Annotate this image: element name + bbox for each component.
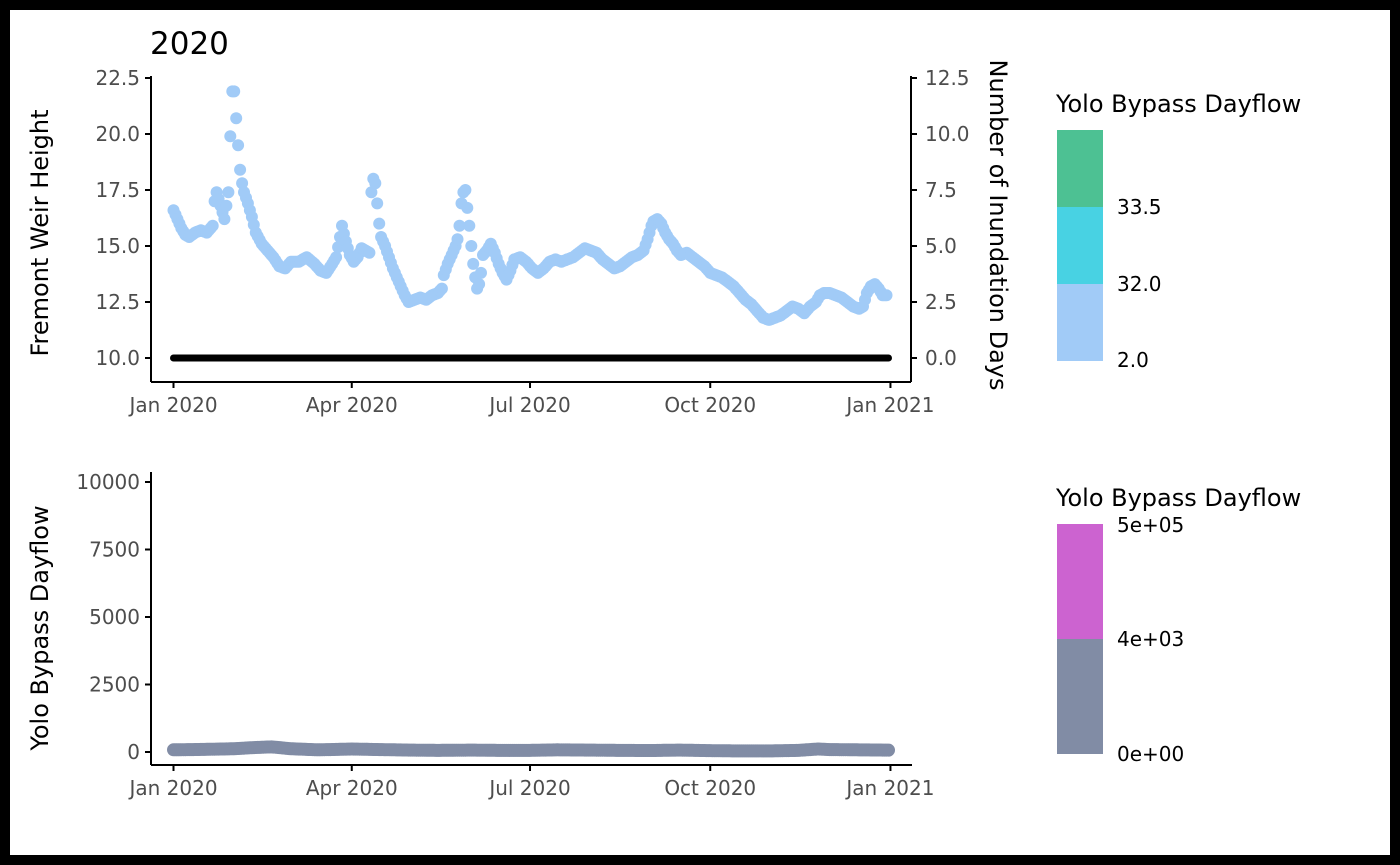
y-tick-label-right: 12.5	[925, 66, 970, 90]
dayflow-panel: Yolo Bypass Dayflow 0 2500 5000 7500 10000 Ja…	[26, 470, 934, 800]
data-point	[882, 743, 895, 757]
y-tick-label-left: 22.5	[95, 66, 140, 90]
data-point	[465, 240, 478, 252]
bottom-legend-title: Yolo Bypass Dayflow	[1055, 484, 1301, 512]
data-point	[236, 177, 249, 190]
y-tick-label-left: 17.5	[95, 178, 140, 202]
x-tick-label: Apr 2020	[306, 776, 398, 800]
legend-color-bin	[1057, 207, 1103, 284]
x-tick-label: Jan 2020	[127, 776, 217, 800]
legend-bin-label: 5e+05	[1117, 513, 1184, 537]
legend-color-bin	[1057, 284, 1103, 361]
data-point	[222, 186, 235, 199]
top-axes: 10.0 12.5 15.0 17.5 20.0 22.5 0.0 2.5 5.0 7.5 10.0…	[95, 66, 969, 417]
data-point	[453, 219, 466, 232]
data-point	[461, 201, 474, 214]
data-point	[459, 184, 472, 196]
y-tick-label-left: 0	[127, 740, 140, 764]
y-tick-label-right: 2.5	[925, 290, 957, 314]
legend-color-bin	[1057, 524, 1103, 639]
y-axis-title-left: Fremont Weir Height	[26, 109, 54, 356]
legend-bin-label: 32.0	[1117, 272, 1162, 296]
data-point	[206, 219, 219, 232]
x-tick-label: Oct 2020	[664, 776, 756, 800]
bottom-legend-bins: 0e+00 4e+03 5e+05	[1057, 513, 1184, 766]
legend-color-bin	[1057, 639, 1103, 754]
y-tick-label-right: 10.0	[925, 122, 970, 146]
y-tick-label-right: 7.5	[925, 178, 957, 202]
legend-bin-label: 33.5	[1117, 195, 1162, 219]
x-tick-label: Jul 2020	[487, 393, 570, 417]
y-tick-label-right: 0.0	[925, 346, 957, 370]
data-point	[224, 130, 237, 143]
y-tick-label-left: 20.0	[95, 122, 140, 146]
data-point	[467, 257, 480, 270]
figure-canvas: 2020 Fremont Weir Height Number of Inund…	[10, 10, 1390, 855]
data-point	[220, 199, 233, 212]
data-point	[228, 85, 241, 98]
legend-bin-label: 0e+00	[1117, 742, 1184, 766]
plot-title: 2020	[150, 26, 229, 62]
inundation-panel: 2020 Fremont Weir Height Number of Inund…	[26, 26, 1012, 417]
bottom-axes: 0 2500 5000 7500 10000 Jan 2020 Apr 2020 Jul 20…	[76, 470, 934, 800]
top-legend-bins: 2.0 32.0 33.5	[1057, 130, 1162, 372]
data-point	[234, 163, 247, 176]
y-tick-label-left: 10000	[76, 470, 140, 494]
data-point	[330, 251, 343, 264]
data-point	[435, 282, 448, 295]
y-tick-label-left: 2500	[89, 673, 140, 697]
data-point	[371, 197, 384, 210]
legend-color-bin	[1057, 130, 1103, 207]
bottom-legend: Yolo Bypass Dayflow 0e+00 4e+03 5e+05	[1055, 484, 1301, 766]
data-point	[230, 112, 243, 125]
data-point	[363, 246, 376, 259]
y-axis-title-right: Number of Inundation Days	[984, 60, 1012, 391]
x-tick-label: Jul 2020	[487, 776, 570, 800]
x-tick-label: Oct 2020	[664, 393, 756, 417]
legend-bin-label: 2.0	[1117, 348, 1149, 372]
data-point	[232, 139, 245, 152]
y-axis-title-bottom: Yolo Bypass Dayflow	[26, 505, 54, 751]
bottom-data-marks	[167, 740, 895, 758]
data-point	[473, 278, 486, 291]
legend-bin-label: 4e+03	[1117, 627, 1184, 651]
x-tick-label: Jan 2021	[844, 393, 934, 417]
y-tick-label-left: 10.0	[95, 346, 140, 370]
data-point	[369, 177, 382, 190]
data-point	[880, 289, 893, 302]
y-tick-label-left: 5000	[89, 605, 140, 629]
data-point	[475, 266, 487, 279]
top-legend: Yolo Bypass Dayflow 2.0 32.0 33.5	[1055, 90, 1301, 372]
top-data-marks	[167, 85, 893, 362]
y-tick-label-left: 15.0	[95, 234, 140, 258]
y-tick-label-left: 7500	[89, 538, 140, 562]
x-tick-label: Apr 2020	[306, 393, 398, 417]
top-legend-title: Yolo Bypass Dayflow	[1055, 90, 1301, 118]
data-point	[463, 219, 476, 232]
data-point	[218, 213, 231, 226]
y-tick-label-right: 5.0	[925, 234, 957, 258]
data-point	[451, 233, 464, 246]
data-point	[373, 217, 386, 230]
x-tick-label: Jan 2020	[127, 393, 217, 417]
figure-svg: 2020 Fremont Weir Height Number of Inund…	[26, 26, 1301, 800]
x-tick-label: Jan 2021	[844, 776, 934, 800]
y-tick-label-left: 12.5	[95, 290, 140, 314]
